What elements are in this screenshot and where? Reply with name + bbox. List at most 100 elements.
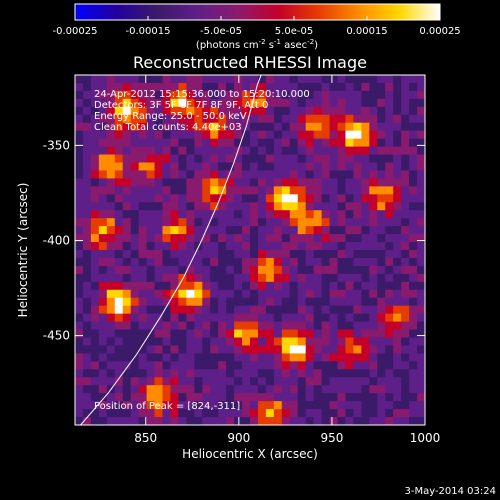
heatmap-cell	[385, 417, 394, 425]
heatmap-cell	[345, 218, 355, 227]
heatmap-cell	[122, 281, 132, 291]
heatmap-cell	[250, 226, 259, 235]
heatmap-cell	[242, 289, 251, 299]
heatmap-cell	[353, 202, 362, 211]
heatmap-cell	[250, 186, 259, 195]
heatmap-cell	[138, 377, 148, 386]
heatmap-cell	[353, 385, 362, 394]
heatmap-cell	[194, 170, 203, 180]
heatmap-cell	[361, 321, 370, 331]
heatmap-cell	[289, 242, 299, 251]
heatmap-cell	[393, 194, 402, 203]
heatmap-cell	[226, 138, 235, 148]
heatmap-cell	[106, 409, 116, 418]
heatmap-cell	[146, 178, 156, 187]
heatmap-cell	[114, 130, 124, 140]
heatmap-cell	[122, 345, 132, 355]
heatmap-cell	[417, 409, 425, 418]
heatmap-cell	[409, 242, 418, 251]
heatmap-cell	[210, 265, 219, 275]
heatmap-cell	[178, 289, 187, 299]
heatmap-cell	[313, 281, 323, 291]
heatmap-cell	[122, 226, 132, 235]
heatmap-cell	[321, 313, 331, 323]
heatmap-cell	[361, 353, 370, 362]
heatmap-cell	[401, 210, 410, 219]
heatmap-cell	[170, 369, 180, 378]
heatmap-cell	[257, 194, 267, 203]
heatmap-cell	[393, 218, 402, 227]
heatmap-cell	[75, 273, 84, 283]
heatmap-cell	[114, 305, 124, 315]
heatmap-cell	[178, 250, 187, 259]
heatmap-cell	[281, 82, 291, 92]
heatmap-cell	[130, 106, 140, 116]
heatmap-cell	[345, 353, 355, 362]
heatmap-cell	[210, 226, 219, 235]
heatmap-cell	[154, 281, 164, 291]
heatmap-cell	[281, 138, 291, 148]
heatmap-cell	[138, 106, 148, 116]
heatmap-cell	[202, 273, 211, 283]
heatmap-cell	[377, 361, 386, 370]
heatmap-cell	[98, 122, 108, 132]
heatmap-cell	[273, 385, 283, 394]
heatmap-cell	[257, 305, 267, 315]
heatmap-cell	[409, 369, 418, 378]
heatmap-cell	[234, 82, 243, 92]
heatmap-cell	[250, 361, 259, 370]
heatmap-cell	[313, 417, 323, 425]
heatmap-cell	[82, 257, 92, 267]
heatmap-cell	[98, 170, 108, 180]
heatmap-cell	[345, 377, 355, 386]
heatmap-cell	[242, 98, 251, 108]
heatmap-cell	[178, 313, 187, 323]
heatmap-cell	[289, 329, 299, 339]
heatmap-cell	[353, 162, 362, 172]
heatmap-cell	[154, 417, 164, 425]
heatmap-cell	[146, 353, 156, 362]
heatmap-cell	[305, 82, 315, 92]
heatmap-cell	[329, 250, 339, 259]
heatmap-cell	[226, 257, 235, 267]
heatmap-cell	[250, 265, 259, 275]
heatmap-cell	[250, 138, 259, 148]
heatmap-cell	[281, 385, 291, 394]
heatmap-cell	[234, 98, 243, 108]
heatmap-cell	[393, 297, 402, 307]
heatmap-cell	[210, 178, 219, 187]
heatmap-cell	[75, 106, 84, 116]
heatmap-cell	[186, 138, 195, 148]
heatmap-cell	[409, 202, 418, 211]
heatmap-cell	[170, 138, 180, 148]
heatmap-cell	[385, 186, 394, 195]
heatmap-cell	[138, 226, 148, 235]
heatmap-cell	[377, 162, 386, 172]
heatmap-cell	[257, 361, 267, 370]
heatmap-cell	[273, 226, 283, 235]
heatmap-cell	[162, 250, 172, 259]
heatmap-cell	[122, 273, 132, 283]
colorbar-tick-label: -5.0e-05	[200, 26, 242, 37]
heatmap-cell	[154, 234, 164, 243]
heatmap-cell	[361, 409, 370, 418]
heatmap-cell	[234, 337, 243, 347]
heatmap-cell	[178, 257, 187, 267]
heatmap-cell	[393, 202, 402, 211]
heatmap-cell	[273, 75, 283, 84]
heatmap-cell	[257, 210, 267, 219]
heatmap-cell	[313, 393, 323, 402]
heatmap-cell	[114, 417, 124, 425]
heatmap-cell	[361, 297, 370, 307]
heatmap-cell	[154, 313, 164, 323]
heatmap-cell	[250, 281, 259, 291]
heatmap-cell	[218, 82, 227, 92]
heatmap-cell	[273, 401, 283, 410]
heatmap-cell	[305, 130, 315, 140]
heatmap-cell	[377, 234, 386, 243]
heatmap-cell	[154, 273, 164, 283]
heatmap-cell	[329, 98, 339, 108]
heatmap-cell	[417, 401, 425, 410]
heatmap-cell	[337, 75, 347, 84]
heatmap-cell	[122, 122, 132, 132]
